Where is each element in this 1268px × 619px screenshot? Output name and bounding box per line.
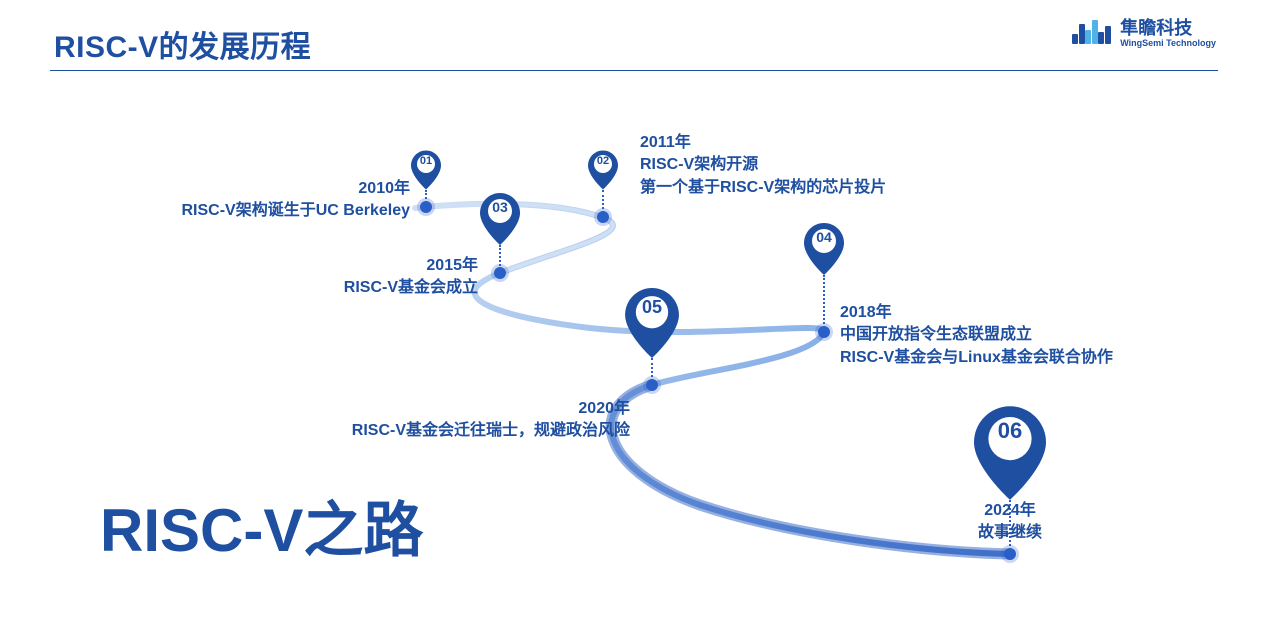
milestone-pin-04: 04 <box>804 223 844 275</box>
milestone-year: 2015年 <box>344 255 478 277</box>
milestone-line: 第一个基于RISC-V架构的芯片投片 <box>640 177 886 199</box>
slide-title: RISC-V的发展历程 <box>54 22 311 66</box>
pin-number: 01 <box>420 155 432 167</box>
milestone-label-06: 2024年故事继续 <box>978 500 1042 545</box>
milestone-label-04: 2018年中国开放指令生态联盟成立RISC-V基金会与Linux基金会联合协作 <box>840 302 1113 369</box>
big-title: RISC-V之路 <box>100 482 423 569</box>
slide-root: RISC-V的发展历程 隼瞻科技 WingSemi Technology 01 2… <box>0 0 1268 619</box>
pin-number: 03 <box>492 199 508 215</box>
road-dot <box>646 379 658 391</box>
milestone-year: 2010年 <box>181 178 410 200</box>
road-dot <box>1004 548 1016 560</box>
pin-number: 02 <box>597 155 609 167</box>
milestone-label-01: 2010年RISC-V架构诞生于UC Berkeley <box>181 178 410 223</box>
logo-text-en: WingSemi Technology <box>1120 39 1216 48</box>
pin-number: 06 <box>998 418 1022 444</box>
pin-number: 05 <box>642 297 662 318</box>
logo-text: 隼瞻科技 WingSemi Technology <box>1120 19 1216 48</box>
road-dot <box>597 211 609 223</box>
road-dot <box>494 267 506 279</box>
milestone-label-05: 2020年RISC-V基金会迁往瑞士，规避政治风险 <box>352 398 630 443</box>
milestone-pin-06: 06 <box>974 406 1046 500</box>
company-logo: 隼瞻科技 WingSemi Technology <box>1072 18 1216 48</box>
pin-connector <box>823 275 825 332</box>
milestone-pin-02: 02 <box>588 150 618 190</box>
road-dot <box>420 201 432 213</box>
milestone-label-02: 2011年RISC-V架构开源第一个基于RISC-V架构的芯片投片 <box>640 132 886 199</box>
milestone-pin-01: 01 <box>411 150 441 190</box>
milestone-label-03: 2015年RISC-V基金会成立 <box>344 255 478 300</box>
milestone-line: RISC-V基金会迁往瑞士，规避政治风险 <box>352 420 630 442</box>
milestone-line: RISC-V基金会与Linux基金会联合协作 <box>840 347 1113 369</box>
title-underline <box>50 70 1218 71</box>
milestone-year: 2011年 <box>640 132 886 154</box>
pin-number: 04 <box>816 229 832 245</box>
logo-text-cn: 隼瞻科技 <box>1120 19 1216 37</box>
milestone-line: 故事继续 <box>978 522 1042 544</box>
milestone-line: RISC-V架构诞生于UC Berkeley <box>181 200 410 222</box>
milestone-line: RISC-V架构开源 <box>640 154 886 176</box>
milestone-pin-03: 03 <box>480 193 520 245</box>
milestone-year: 2020年 <box>352 398 630 420</box>
milestone-year: 2024年 <box>978 500 1042 522</box>
road-dot <box>818 326 830 338</box>
logo-mark-icon <box>1072 18 1112 48</box>
milestone-pin-05: 05 <box>625 288 679 358</box>
milestone-year: 2018年 <box>840 302 1113 324</box>
milestone-line: RISC-V基金会成立 <box>344 277 478 299</box>
milestone-line: 中国开放指令生态联盟成立 <box>840 324 1113 346</box>
